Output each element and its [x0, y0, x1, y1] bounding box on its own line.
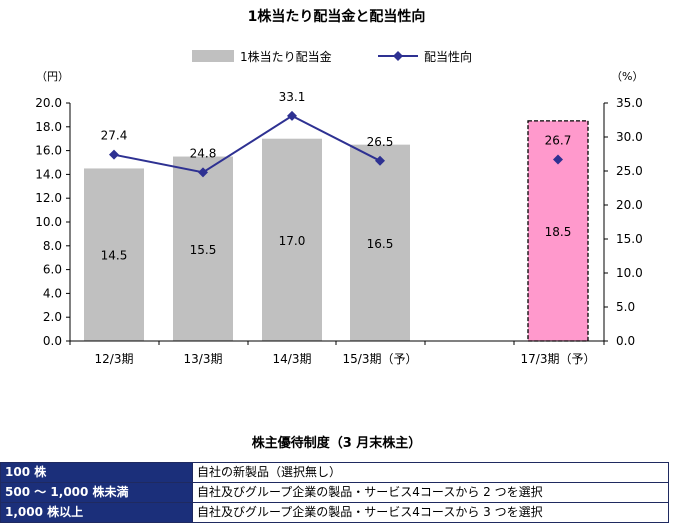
- left-tick-label: 0.0: [43, 334, 62, 348]
- bar-value-label: 16.5: [367, 237, 394, 251]
- left-tick-label: 14.0: [35, 167, 62, 181]
- left-tick-label: 6.0: [43, 263, 62, 277]
- right-tick-label: 20.0: [616, 198, 643, 212]
- bar: [350, 144, 410, 341]
- payout-ratio-point: [375, 155, 385, 166]
- payout-ratio-point: [198, 167, 208, 178]
- bar-value-label: 18.5: [545, 225, 572, 239]
- payout-ratio-point: [109, 149, 119, 160]
- condition-cell: 500 〜 1,000 株未満: [0, 482, 193, 503]
- bar-value-label: 15.5: [190, 243, 217, 257]
- bar: [84, 168, 144, 341]
- chart-title: 1株当たり配当金と配当性向: [247, 9, 426, 25]
- x-tick-label: 14/3期: [273, 352, 312, 366]
- left-tick-label: 18.0: [35, 120, 62, 134]
- payout-ratio-point: [553, 154, 563, 165]
- bar-value-label: 17.0: [279, 234, 306, 248]
- benefit-cell: 自社及びグループ企業の製品・サービス4コースから 3 つを選択: [192, 502, 669, 523]
- right-tick-label: 15.0: [616, 232, 643, 246]
- right-tick-label: 0.0: [616, 334, 635, 348]
- right-tick-label: 25.0: [616, 164, 643, 178]
- left-tick-label: 20.0: [35, 96, 62, 110]
- left-tick-label: 2.0: [43, 310, 62, 324]
- x-tick-label: 15/3期（予）: [343, 352, 418, 366]
- left-tick-label: 8.0: [43, 239, 62, 253]
- table-row: 1,000 株以上 自社及びグループ企業の製品・サービス4コースから 3 つを選…: [0, 502, 669, 523]
- x-tick-label: 13/3期: [184, 352, 223, 366]
- right-tick-label: 10.0: [616, 266, 643, 280]
- x-tick-label: 12/3期: [95, 352, 134, 366]
- benefit-cell: 自社の新製品（選択無し）: [192, 462, 669, 483]
- bar: [262, 138, 322, 341]
- left-tick-label: 16.0: [35, 144, 62, 158]
- benefit-cell: 自社及びグループ企業の製品・サービス4コースから 2 つを選択: [192, 482, 669, 503]
- bar: [173, 156, 233, 341]
- left-tick-label: 10.0: [35, 215, 62, 229]
- payout-ratio-point: [287, 110, 297, 121]
- left-axis-unit: （円）: [36, 70, 69, 83]
- right-axis-unit: （%）: [611, 70, 643, 83]
- legend-label-dividend: 1株当たり配当金: [240, 49, 332, 64]
- condition-cell: 100 株: [0, 462, 193, 483]
- right-tick-label: 35.0: [616, 96, 643, 110]
- table-row: 500 〜 1,000 株未満 自社及びグループ企業の製品・サービス4コースから…: [0, 482, 669, 503]
- payout-ratio-label: 24.8: [190, 146, 217, 160]
- condition-cell: 1,000 株以上: [0, 502, 193, 523]
- x-tick-label: 17/3期（予）: [521, 352, 596, 366]
- legend-bar-swatch: [192, 50, 234, 62]
- payout-ratio-label: 33.1: [279, 90, 306, 104]
- payout-ratio-label: 26.7: [545, 133, 572, 147]
- right-tick-label: 30.0: [616, 130, 643, 144]
- right-tick-label: 5.0: [616, 300, 635, 314]
- dividend-chart: 1株当たり配当金 配当性向 （円） （%） 0.0 2.0 4.0 6.0 8.0 10.0 12.…: [35, 49, 643, 366]
- left-tick-label: 12.0: [35, 191, 62, 205]
- shareholder-benefits-table: 100 株 自社の新製品（選択無し） 500 〜 1,000 株未満 自社及びグ…: [0, 462, 669, 523]
- payout-ratio-label: 27.4: [101, 129, 128, 143]
- table-title: 株主優待制度（3 月末株主）: [251, 436, 422, 451]
- payout-ratio-line: [113, 114, 381, 174]
- table-row: 100 株 自社の新製品（選択無し）: [0, 462, 669, 483]
- legend-label-payout: 配当性向: [424, 49, 472, 64]
- payout-ratio-label: 26.5: [367, 135, 394, 149]
- bar-value-label: 14.5: [101, 249, 128, 263]
- left-tick-label: 4.0: [43, 286, 62, 300]
- legend-marker: [393, 51, 403, 61]
